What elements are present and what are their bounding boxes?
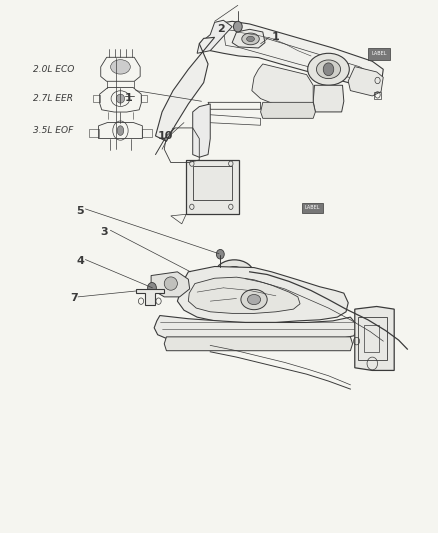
Polygon shape: [210, 21, 383, 88]
Text: LABEL: LABEL: [371, 51, 387, 56]
Circle shape: [233, 21, 242, 32]
Ellipse shape: [247, 294, 261, 305]
Polygon shape: [348, 67, 383, 96]
Text: 2.0L ECO: 2.0L ECO: [33, 65, 74, 74]
Ellipse shape: [247, 36, 254, 42]
Ellipse shape: [116, 94, 124, 103]
Ellipse shape: [110, 60, 131, 74]
Polygon shape: [261, 102, 315, 118]
Ellipse shape: [316, 60, 341, 79]
Ellipse shape: [164, 277, 177, 290]
Polygon shape: [232, 29, 265, 48]
Ellipse shape: [241, 289, 267, 310]
Ellipse shape: [242, 33, 259, 45]
Polygon shape: [355, 306, 394, 370]
Text: 1: 1: [272, 33, 279, 42]
Text: 2: 2: [217, 25, 225, 34]
Polygon shape: [136, 289, 164, 305]
Circle shape: [216, 249, 224, 259]
Text: 3.5L EOF: 3.5L EOF: [33, 126, 73, 135]
Text: 2.7L EER: 2.7L EER: [33, 94, 73, 103]
Polygon shape: [151, 272, 190, 297]
Bar: [358, 317, 387, 360]
Polygon shape: [197, 20, 232, 53]
Text: 4: 4: [77, 256, 85, 266]
Ellipse shape: [215, 260, 254, 289]
Polygon shape: [186, 160, 239, 214]
Polygon shape: [164, 337, 353, 351]
Bar: [364, 325, 379, 352]
Polygon shape: [155, 37, 215, 141]
Circle shape: [323, 63, 334, 76]
Text: 10: 10: [158, 131, 173, 141]
Polygon shape: [193, 104, 210, 157]
Text: LABEL: LABEL: [305, 205, 321, 211]
Polygon shape: [313, 85, 344, 112]
Ellipse shape: [224, 266, 245, 282]
Text: 3: 3: [101, 227, 108, 237]
Polygon shape: [177, 266, 348, 322]
Bar: [368, 48, 390, 60]
Polygon shape: [188, 277, 300, 313]
Text: 7: 7: [70, 294, 78, 303]
Circle shape: [229, 268, 240, 281]
Polygon shape: [252, 64, 313, 109]
Circle shape: [148, 282, 156, 293]
Ellipse shape: [307, 53, 350, 85]
Text: 1: 1: [125, 93, 133, 102]
Bar: [302, 203, 323, 213]
Ellipse shape: [117, 126, 124, 135]
Text: 5: 5: [77, 206, 84, 215]
Polygon shape: [154, 316, 357, 346]
